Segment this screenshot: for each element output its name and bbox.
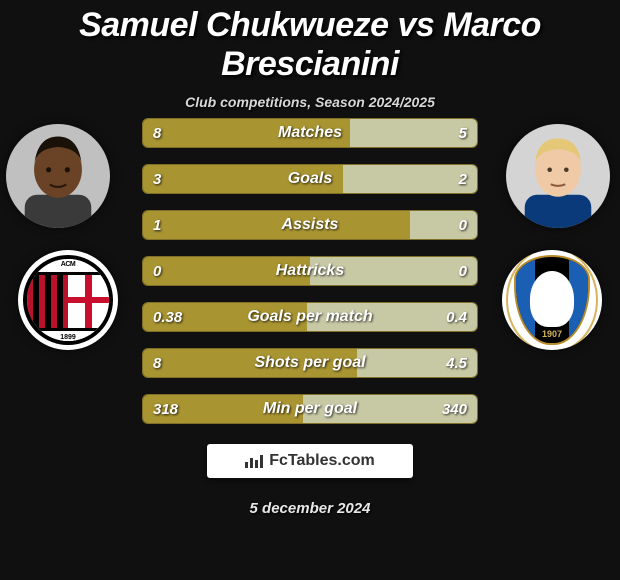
stat-row: 32Goals — [142, 164, 478, 194]
stat-label: Assists — [143, 211, 477, 239]
club1-acm: ACM — [61, 261, 75, 268]
acmilan-crest-icon: ACM 1899 — [23, 255, 113, 345]
stats-container: 85Matches 32Goals 10Assists 00Hattricks 0.38… — [142, 118, 478, 440]
stat-label: Matches — [143, 119, 477, 147]
stat-label: Shots per goal — [143, 349, 477, 377]
fctables-label: FcTables.com — [269, 452, 375, 470]
stat-row: 318340Min per goal — [142, 394, 478, 424]
date-label: 5 december 2024 — [0, 500, 620, 517]
stat-label: Hattricks — [143, 257, 477, 285]
page-title: Samuel Chukwueze vs Marco Brescianini — [0, 0, 620, 84]
stat-row: 85Matches — [142, 118, 478, 148]
stat-row: 00Hattricks — [142, 256, 478, 286]
club1-year: 1899 — [60, 334, 76, 341]
subtitle: Club competitions, Season 2024/2025 — [0, 94, 620, 110]
player2-face-icon — [506, 124, 610, 228]
club2-year: 1907 — [516, 329, 588, 339]
title-vs: vs — [397, 6, 434, 44]
stat-label: Min per goal — [143, 395, 477, 423]
fctables-badge: FcTables.com — [207, 444, 413, 478]
atalanta-crest-icon: 1907 — [514, 255, 590, 345]
stat-row: 84.5Shots per goal — [142, 348, 478, 378]
title-player1: Samuel Chukwueze — [79, 6, 388, 44]
stat-label: Goals — [143, 165, 477, 193]
player1-face-icon — [6, 124, 110, 228]
player1-photo — [6, 124, 110, 228]
stat-row: 10Assists — [142, 210, 478, 240]
bar-chart-icon — [245, 454, 263, 468]
player2-club-logo: 1907 — [502, 250, 602, 350]
player2-photo — [506, 124, 610, 228]
stat-row: 0.380.4Goals per match — [142, 302, 478, 332]
stat-label: Goals per match — [143, 303, 477, 331]
player1-club-logo: ACM 1899 — [18, 250, 118, 350]
